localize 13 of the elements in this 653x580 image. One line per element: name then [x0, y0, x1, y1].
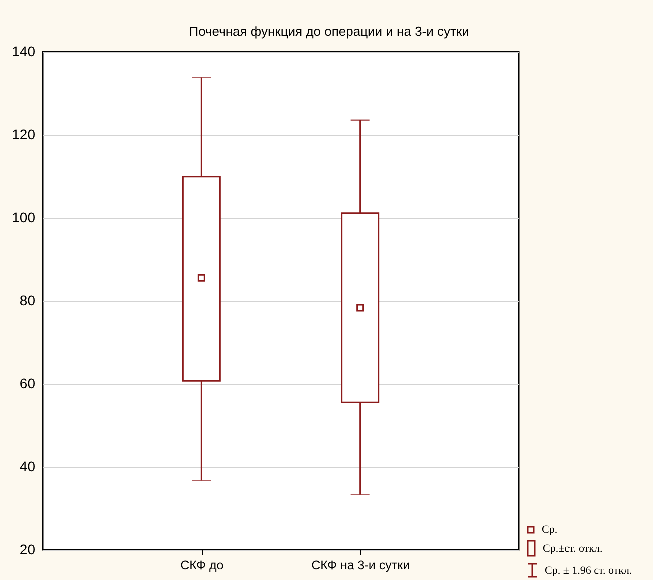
y-tick-label: 140	[12, 44, 36, 60]
y-tick-label: 60	[20, 376, 36, 392]
x-tick-label: СКФ до	[180, 558, 224, 572]
x-tick-label: СКФ на 3-и сутки	[312, 558, 410, 572]
y-tick-label: 80	[20, 292, 36, 308]
y-tick-label: 120	[12, 126, 36, 142]
text: Ср. ± 1.96 ст. откл.	[545, 564, 632, 576]
y-tick-label: 20	[20, 542, 36, 558]
y-tick-label: 40	[20, 458, 36, 474]
chart-title: Почечная функция до операции и на 3-и сутки	[189, 24, 470, 39]
text: Ср.±ст. откл.	[543, 542, 603, 554]
text: Ср.	[542, 524, 558, 536]
y-tick-label: 100	[12, 210, 36, 226]
